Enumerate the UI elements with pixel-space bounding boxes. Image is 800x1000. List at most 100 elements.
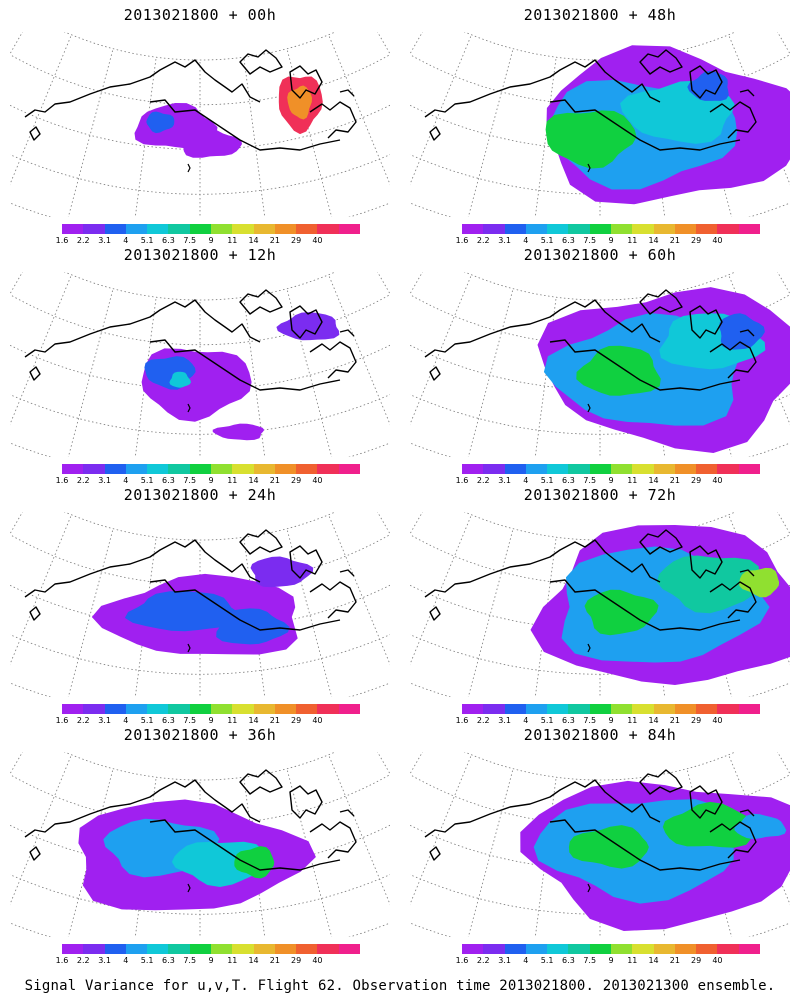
colorbar-tick-label: 2.2 bbox=[476, 956, 490, 965]
colorbar-tick-label: 21 bbox=[669, 716, 680, 725]
colorbar-swatch bbox=[253, 464, 275, 474]
colorbar-tick-label: 4 bbox=[523, 476, 529, 485]
colorbar-swatch bbox=[147, 464, 169, 474]
colorbar-swatch bbox=[274, 704, 297, 714]
colorbar-labels: 1.6 2.2 3.1 4 5.1 6.3 7.5 9 11 14 21 29 40 bbox=[456, 716, 766, 726]
coastline bbox=[187, 643, 191, 653]
colorbar-swatch bbox=[210, 704, 233, 714]
panel-12h: 2013021800 + 12h 1.6 2.2 3.1 4 5.1 6.3 7.5 9 11 1… bbox=[0, 240, 400, 485]
panel-36h: 2013021800 + 36h 1.6 2.2 3.1 4 5.1 6.3 7.5 9 11 1… bbox=[0, 720, 400, 965]
meridian-line bbox=[10, 756, 72, 906]
coastline bbox=[339, 329, 355, 337]
colorbar-swatch bbox=[338, 464, 360, 474]
colorbar-swatch bbox=[717, 704, 739, 714]
colorbar-tick-label: 5.1 bbox=[140, 476, 154, 485]
meridian-line bbox=[328, 756, 390, 906]
figure-caption: Signal Variance for u,v,T. Flight 62. Ob… bbox=[24, 978, 776, 994]
colorbar-tick-label: 4 bbox=[523, 236, 529, 245]
latitude-line bbox=[10, 294, 390, 346]
colorbar-swatch bbox=[674, 224, 697, 234]
colorbar-swatch bbox=[317, 464, 339, 474]
colorbar-tick-label: 40 bbox=[712, 956, 723, 965]
colorbar-tick-label: 21 bbox=[269, 956, 280, 965]
colorbar-tick-label: 11 bbox=[227, 476, 238, 485]
colorbar-tick-label: 4 bbox=[523, 716, 529, 725]
colorbar-tick-label: 40 bbox=[312, 716, 323, 725]
colorbar-tick-label: 6.3 bbox=[162, 476, 175, 485]
colorbar-swatch bbox=[589, 704, 611, 714]
colorbar-swatch bbox=[696, 224, 718, 234]
colorbar-swatch bbox=[674, 704, 697, 714]
colorbar-tick-label: 6.3 bbox=[562, 236, 575, 245]
colorbar-swatch bbox=[317, 944, 339, 954]
colorbar-tick-label: 7.5 bbox=[583, 236, 597, 245]
colorbar-swatch bbox=[610, 944, 633, 954]
colorbar-swatch bbox=[62, 464, 84, 474]
colorbar-swatch bbox=[274, 464, 297, 474]
panel-title: 2013021800 + 36h bbox=[123, 726, 277, 744]
colorbar-tick-label: 5.1 bbox=[140, 716, 154, 725]
colorbar-tick-label: 40 bbox=[712, 476, 723, 485]
colorbar-tick-label: 5.1 bbox=[540, 956, 554, 965]
colorbar-swatch bbox=[189, 944, 211, 954]
colorbar-swatch bbox=[696, 704, 718, 714]
variance-contour bbox=[576, 345, 661, 396]
colorbar-swatch bbox=[462, 224, 484, 234]
coastline bbox=[739, 569, 755, 577]
colorbar-tick-label: 11 bbox=[227, 236, 238, 245]
colorbar-tick-label: 9 bbox=[208, 236, 214, 245]
meridian-line bbox=[377, 512, 390, 535]
coastline bbox=[149, 819, 341, 871]
colorbar-swatch bbox=[168, 464, 190, 474]
meridian-line bbox=[10, 32, 23, 55]
coastline bbox=[149, 579, 341, 631]
colorbar-swatch bbox=[168, 224, 190, 234]
colorbar-tick-label: 11 bbox=[227, 956, 238, 965]
colorbar-swatch bbox=[525, 224, 548, 234]
colorbar-swatch bbox=[717, 464, 739, 474]
colorbar-swatch bbox=[547, 704, 569, 714]
meridian-line bbox=[377, 32, 390, 55]
meridian-line bbox=[410, 756, 472, 906]
colorbar-swatch bbox=[589, 224, 611, 234]
variance-contour bbox=[234, 846, 275, 879]
colorbar-swatch bbox=[504, 224, 526, 234]
colorbar-tick-label: 21 bbox=[269, 476, 280, 485]
colorbar-swatch bbox=[104, 464, 126, 474]
colorbar-tick-label: 9 bbox=[608, 476, 614, 485]
coastline bbox=[639, 769, 683, 795]
variance-contour bbox=[276, 312, 340, 341]
variance-contour bbox=[146, 111, 175, 134]
colorbar-swatch bbox=[232, 224, 254, 234]
colorbar-tick-label: 6.3 bbox=[162, 956, 175, 965]
colorbar-swatch bbox=[632, 224, 654, 234]
colorbar-swatch bbox=[632, 704, 654, 714]
colorbar-tick-label: 5.1 bbox=[540, 716, 554, 725]
meridian-line bbox=[10, 752, 23, 775]
colorbar-swatch bbox=[696, 944, 718, 954]
colorbar-swatch bbox=[674, 944, 697, 954]
coastline bbox=[639, 49, 683, 75]
colorbar bbox=[462, 224, 760, 234]
variance-map bbox=[410, 752, 790, 937]
colorbar-tick-label: 6.3 bbox=[162, 716, 175, 725]
colorbar-swatch bbox=[147, 944, 169, 954]
variance-map bbox=[410, 512, 790, 697]
coastline bbox=[429, 366, 441, 381]
colorbar-tick-label: 6.3 bbox=[162, 236, 175, 245]
colorbar-swatch bbox=[232, 704, 254, 714]
colorbar-swatch bbox=[83, 944, 105, 954]
colorbar-tick-label: 9 bbox=[608, 236, 614, 245]
latitude-line bbox=[63, 32, 337, 61]
coastline bbox=[549, 819, 741, 871]
colorbar-swatch bbox=[210, 944, 233, 954]
colorbar-labels: 1.6 2.2 3.1 4 5.1 6.3 7.5 9 11 14 21 29 40 bbox=[56, 956, 366, 966]
colorbar-tick-label: 6.3 bbox=[562, 956, 575, 965]
latitude-line bbox=[63, 272, 337, 301]
coastline bbox=[339, 569, 355, 577]
colorbar-swatch bbox=[632, 464, 654, 474]
colorbar-swatch bbox=[525, 704, 548, 714]
colorbar-tick-label: 7.5 bbox=[183, 716, 197, 725]
colorbar-swatch bbox=[210, 464, 233, 474]
coastline bbox=[24, 299, 261, 358]
